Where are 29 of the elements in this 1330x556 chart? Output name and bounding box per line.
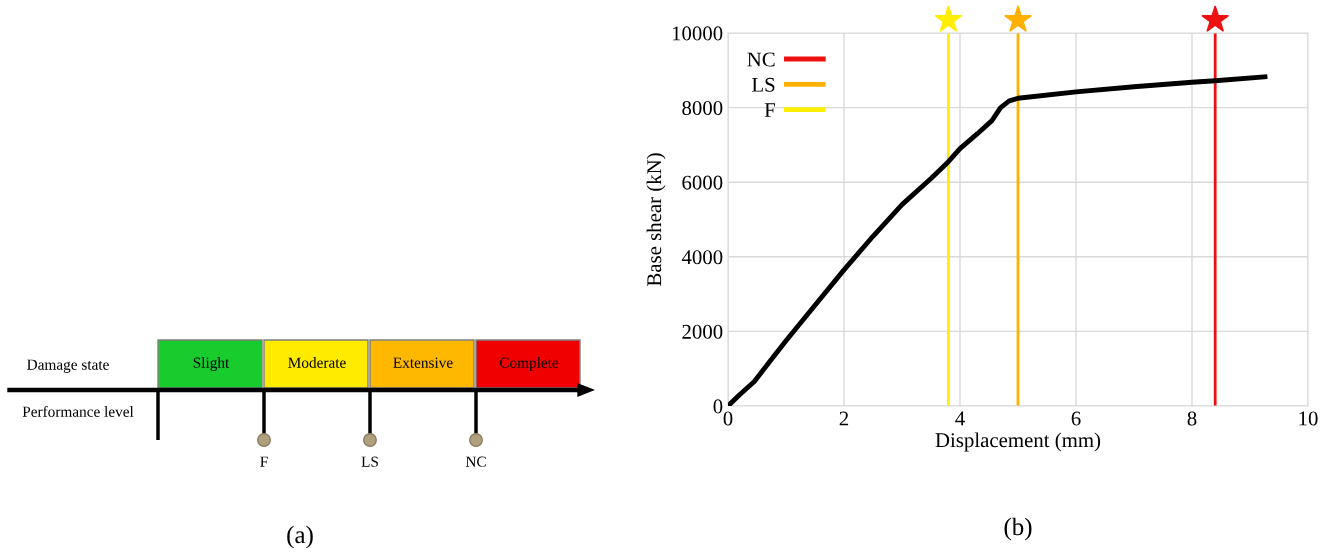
x-tick-label: 4 [955,411,965,426]
y-axis-title: Base shear (kN) [646,153,666,287]
y-tick-label: 8000 [682,100,723,116]
legend-label: F [764,103,775,117]
text: Damage state [27,359,109,373]
text: F [260,456,268,467]
legend-label: LS [751,77,775,92]
category-label: Moderate [288,357,346,368]
category-label: Complete [499,357,559,371]
text: NC [465,456,486,467]
text: Performance level [22,405,134,417]
category-label: Slight [193,357,230,371]
y-tick-label: 0 [713,399,723,414]
category-label: Extensive [393,357,453,368]
x-tick-label: 10 [1299,411,1318,426]
text: (b) [1004,517,1032,541]
y-tick-label: 10000 [672,26,723,41]
y-tick-label: 6000 [682,175,723,190]
x-tick-label: 0 [723,411,733,426]
y-tick-label: 2000 [682,324,723,339]
x-tick-label: 8 [1187,411,1197,426]
legend-label: NC [747,52,775,67]
line-series [728,74,1270,406]
x-axis-title: Displacement (mm) [935,432,1101,452]
x-tick-label: 2 [839,411,849,426]
x-tick-label: 6 [1071,411,1081,426]
text: (a) [287,525,313,549]
y-tick-label: 4000 [681,250,723,265]
text: LS [361,456,378,467]
